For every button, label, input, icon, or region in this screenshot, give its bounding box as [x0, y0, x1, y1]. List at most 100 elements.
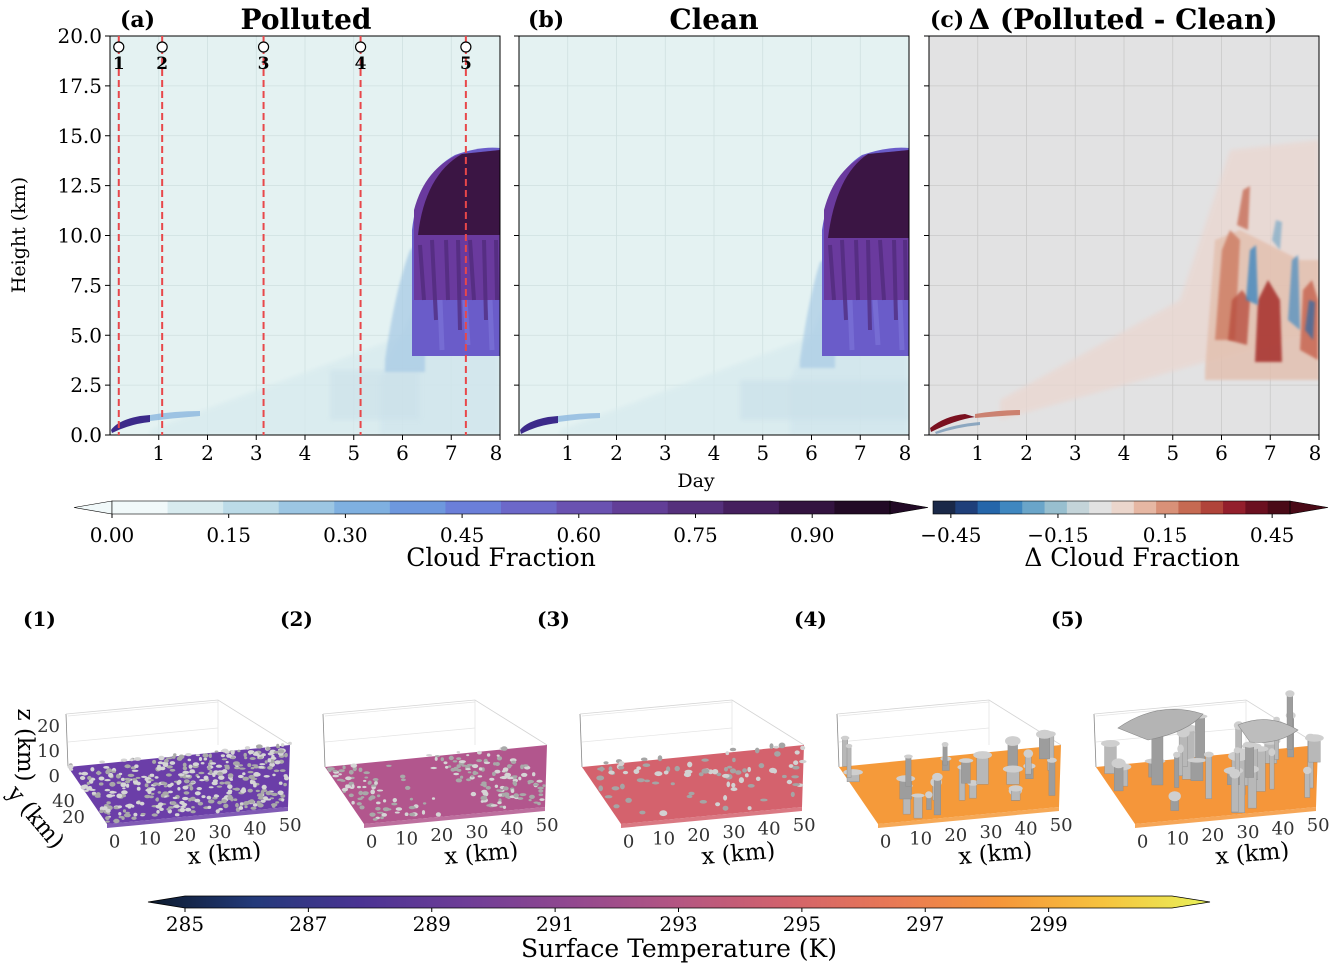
- cloud-field: [596, 742, 807, 817]
- cloud-blob: [244, 805, 248, 809]
- cloud-blob: [279, 769, 286, 772]
- cloud-blob: [493, 762, 497, 766]
- cloud-blob: [732, 757, 736, 763]
- y-tick-label: 17.5: [57, 74, 102, 98]
- cloud-blob: [489, 777, 495, 781]
- z-axis-line: [836, 713, 840, 768]
- timeline-marker-5: 5: [460, 36, 472, 435]
- cloud-blob: [799, 759, 807, 764]
- cloud-blob: [198, 757, 203, 761]
- cloud-blob: [172, 796, 178, 800]
- cloud-blob: [179, 807, 186, 813]
- colorbar-tick-label: 0.00: [90, 523, 135, 547]
- cloud-blob: [113, 818, 120, 824]
- st-tick-label: 299: [1030, 912, 1068, 936]
- colorbar-segment: [999, 501, 1023, 514]
- cloud-blob: [369, 812, 376, 817]
- cloud-blob: [187, 758, 192, 762]
- cloud-blob: [513, 793, 519, 798]
- delta-colorbar-label: Δ Cloud Fraction: [1024, 543, 1240, 572]
- colorbar-segment: [112, 501, 169, 514]
- cloud-blob: [225, 760, 229, 764]
- cloud-blob: [284, 752, 288, 758]
- cloud-blob: [224, 781, 231, 785]
- cloud-blob: [636, 778, 645, 783]
- cloud-blob: [257, 803, 264, 808]
- cloud-blob: [155, 804, 162, 809]
- cloud-blob: [247, 763, 252, 768]
- cloud-blob: [237, 774, 244, 779]
- snapshot-x-tick: 20: [173, 825, 196, 846]
- cloud-blob: [760, 798, 768, 802]
- cloud-blob: [455, 778, 463, 783]
- colorbar-segment: [1178, 501, 1202, 514]
- cloud-blob: [248, 774, 255, 779]
- y-tick-label: 12.5: [57, 174, 102, 198]
- cloud-blob: [91, 791, 97, 795]
- delta-colorbar: −0.45 −0.15 0.15 0.45 Δ Cloud Fraction: [920, 500, 1329, 572]
- y-tick-label: 5.0: [70, 323, 102, 347]
- cloud-blob: [104, 788, 111, 792]
- cloud-blob: [519, 793, 527, 797]
- cloud-blob: [376, 794, 381, 798]
- cloud-blob: [221, 799, 228, 804]
- cloud-blob: [214, 750, 219, 753]
- snapshot-x-label: x (km): [700, 838, 776, 870]
- marker-label: 3: [258, 54, 270, 74]
- cloud-blob: [129, 758, 134, 762]
- cloud-blob: [87, 786, 92, 789]
- cloud-blob: [283, 782, 287, 787]
- cloud-blob: [521, 772, 528, 777]
- cloud-blob: [131, 778, 137, 781]
- cloud-blob: [470, 775, 474, 778]
- cloud-field: [1101, 690, 1324, 813]
- cloud-blob: [174, 813, 180, 817]
- cloud-blob: [527, 781, 531, 785]
- y-tick-label: 7.5: [70, 273, 102, 297]
- colorbar-tick-label: 0.45: [440, 523, 485, 547]
- colorbar-segment: [445, 501, 502, 514]
- cloud-blob: [124, 764, 131, 769]
- cloud-blob: [498, 793, 502, 797]
- cloud-blob: [340, 779, 346, 782]
- cloud-blob: [517, 797, 524, 800]
- cloud-blob: [356, 802, 362, 806]
- colorbar-tick-label: 0.75: [673, 523, 718, 547]
- cloud-blob: [522, 764, 529, 767]
- cloud-blob: [106, 801, 111, 805]
- cloud-blob: [774, 751, 781, 757]
- cloud-blob: [466, 763, 474, 767]
- colorbar-tick-label: 0.90: [790, 523, 835, 547]
- cloud-blob: [215, 809, 220, 814]
- cloud-blob: [249, 799, 255, 804]
- cloud-blob: [348, 770, 354, 775]
- cloud-tower: [1151, 731, 1164, 786]
- cloud-blob: [200, 762, 205, 765]
- snapshot-4: (4) 0 10 20 30 40 50 x (km): [794, 607, 1073, 870]
- cloud-blob: [86, 781, 90, 786]
- cloud-blob: [730, 787, 738, 792]
- cloud-blob: [240, 789, 247, 794]
- x-axis-label: Day: [677, 470, 715, 492]
- x-tick-label: 1: [561, 441, 574, 465]
- cloud-blob: [477, 750, 482, 755]
- cloud-blob: [404, 812, 409, 816]
- cloud-blob: [369, 795, 376, 800]
- cloud-blob: [207, 765, 211, 771]
- cloud-blob: [244, 756, 248, 760]
- cloud-blob: [196, 787, 202, 791]
- x-tick-label: 8: [899, 441, 912, 465]
- colorbar-segment: [278, 501, 335, 514]
- cloud-blob: [486, 753, 491, 757]
- cloud-blob: [367, 781, 372, 785]
- cloud-blob: [123, 813, 131, 818]
- cloud-blob: [83, 789, 89, 792]
- cloud-blob: [219, 781, 225, 785]
- surface-temperature-colorbar: 285 287 289 291 293 295 297 299 Surface Tempera…: [147, 895, 1211, 963]
- cloud-blob: [715, 802, 721, 807]
- snapshot-x-tick: 20: [687, 825, 710, 846]
- cloud-blob: [141, 775, 147, 779]
- cloud-blob: [724, 767, 728, 772]
- cloud-blob: [126, 783, 130, 788]
- cloud-blob: [537, 786, 544, 790]
